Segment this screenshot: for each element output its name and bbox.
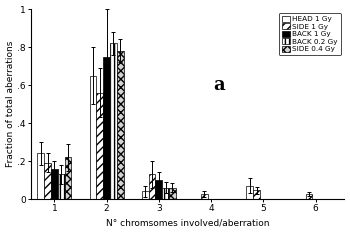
Bar: [149, 174, 155, 199]
Bar: [142, 192, 149, 199]
Y-axis label: Fraction of total aberrations: Fraction of total aberrations: [6, 41, 15, 167]
Bar: [103, 57, 110, 199]
Bar: [96, 93, 103, 199]
Bar: [246, 186, 253, 199]
Bar: [306, 194, 312, 199]
Bar: [110, 43, 117, 199]
Legend: HEAD 1 Gy, SIDE 1 Gy, BACK 1 Gy, BACK 0.2 Gy, SIDE 0.4 Gy: HEAD 1 Gy, SIDE 1 Gy, BACK 1 Gy, BACK 0.…: [279, 13, 341, 55]
Text: a: a: [213, 76, 225, 94]
Bar: [253, 191, 260, 199]
Bar: [51, 169, 58, 199]
X-axis label: N° chromsomes involved/aberration: N° chromsomes involved/aberration: [106, 219, 270, 227]
Bar: [155, 180, 162, 199]
Bar: [44, 163, 51, 199]
Bar: [37, 154, 44, 199]
Bar: [58, 174, 64, 199]
Bar: [201, 194, 208, 199]
Bar: [162, 188, 169, 199]
Bar: [90, 75, 96, 199]
Bar: [64, 157, 71, 199]
Bar: [117, 51, 124, 199]
Bar: [169, 188, 176, 199]
